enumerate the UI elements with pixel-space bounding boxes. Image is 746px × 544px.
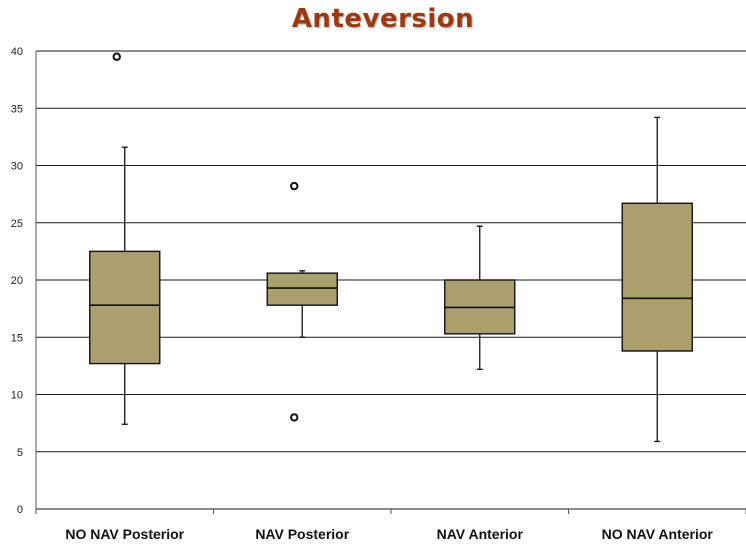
outlier-point — [290, 413, 299, 422]
outlier-point — [290, 181, 299, 191]
y-tick-label: 20 — [11, 275, 23, 287]
y-tick-label: 5 — [17, 447, 23, 459]
x-category-label: NO NAV Anterior — [602, 526, 714, 542]
y-tick-label: 10 — [11, 390, 23, 402]
box — [266, 272, 338, 306]
outlier-point — [112, 52, 121, 61]
y-tick-label: 30 — [11, 161, 23, 173]
box — [621, 202, 693, 352]
chart-title: Anteversion — [291, 4, 475, 34]
y-tick-label: 40 — [11, 46, 23, 58]
x-category-label: NO NAV Posterior — [65, 526, 184, 542]
box — [89, 250, 161, 365]
x-category-label: NAV Posterior — [255, 526, 349, 542]
y-tick-label: 25 — [11, 218, 23, 230]
x-category-label: NAV Anterior — [437, 526, 524, 542]
y-tick-label: 0 — [17, 504, 23, 516]
y-tick-label: 35 — [11, 103, 23, 115]
y-tick-label: 15 — [11, 332, 23, 344]
